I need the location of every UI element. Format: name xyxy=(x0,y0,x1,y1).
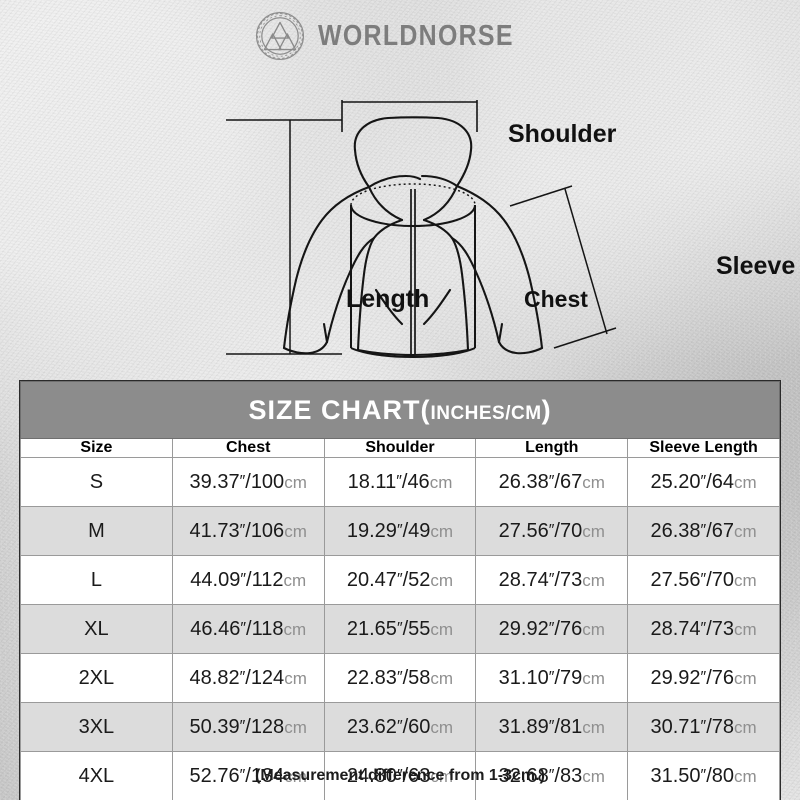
cell-size: 3XL xyxy=(20,702,173,752)
cell-chest: 41.73″/106cm xyxy=(171,506,325,556)
table-title-main: SIZE CHART( xyxy=(248,394,431,425)
cell-sleeve-length: 31.50″/80cm xyxy=(627,751,780,800)
cell-sleeve-length: 25.20″/64cm xyxy=(627,457,780,507)
table-header-row: Size Chest Shoulder Length Sleeve Length xyxy=(20,438,780,458)
table-title: SIZE CHART(INCHES/CM) xyxy=(20,381,780,439)
cell-sleeve-length: 29.92″/76cm xyxy=(627,653,780,703)
cell-length: 27.56″/70cm xyxy=(475,506,629,556)
cell-length: 29.92″/76cm xyxy=(475,604,629,654)
table-row: L 44.09″/112cm 20.47″/52cm 28.74″/73cm 27.56… xyxy=(20,555,780,605)
cell-length: 31.89″/81cm xyxy=(475,702,629,752)
column-header-chest: Chest xyxy=(171,438,325,458)
table-row: M 41.73″/106cm 19.29″/49cm 27.56″/70cm 26.38… xyxy=(20,506,780,556)
table-row: 3XL 50.39″/128cm 23.62″/60cm 31.89″/81cm 30.… xyxy=(20,702,780,752)
cell-sleeve-length: 28.74″/73cm xyxy=(627,604,780,654)
cell-sleeve-length: 26.38″/67cm xyxy=(627,506,780,556)
table-row: XL 46.46″/118cm 21.65″/55cm 29.92″/76cm 28.7… xyxy=(20,604,780,654)
cell-chest: 50.39″/128cm xyxy=(171,702,325,752)
zip-hoodie-outline-icon xyxy=(226,100,617,359)
table-title-row: SIZE CHART(INCHES/CM) xyxy=(20,381,780,439)
table-title-close: ) xyxy=(541,394,552,425)
cell-size: 2XL xyxy=(20,653,173,703)
measurement-note: (Measurement difference from 1-3cm.) xyxy=(255,767,545,784)
cell-size: M xyxy=(20,506,173,556)
column-header-size: Size xyxy=(20,438,173,458)
column-header-length: Length xyxy=(475,438,629,458)
table-row: 4XL 52.76″/134cm 24.80″/63cm 32.68″/83cm 31.… xyxy=(20,751,780,800)
brand-name: WORLDNORSE xyxy=(318,19,514,52)
dimension-label-shoulder: Shoulder xyxy=(508,120,617,148)
table-title-unit: INCHES/CM xyxy=(430,402,542,424)
cell-size: L xyxy=(20,555,173,605)
column-header-shoulder: Shoulder xyxy=(323,438,477,458)
dimension-label-length: Length xyxy=(346,285,430,313)
cell-shoulder: 20.47″/52cm xyxy=(323,555,477,605)
cell-chest: 46.46″/118cm xyxy=(171,604,325,654)
cell-shoulder: 21.65″/55cm xyxy=(323,604,477,654)
dimension-label-chest: Chest xyxy=(524,286,588,312)
cell-size: XL xyxy=(20,604,173,654)
cell-length: 31.10″/79cm xyxy=(475,653,629,703)
cell-chest: 52.76″/134cm xyxy=(171,751,325,800)
table-row: 2XL 48.82″/124cm 22.83″/58cm 31.10″/79cm 29.… xyxy=(20,653,780,703)
cell-chest: 39.37″/100cm xyxy=(171,457,325,507)
cell-length: 26.38″/67cm xyxy=(475,457,629,507)
size-chart-table: SIZE CHART(INCHES/CM) Size Chest Shoulde… xyxy=(20,381,780,800)
table-body: S 39.37″/100cm 18.11″/46cm 26.38″/67cm 25.20… xyxy=(20,457,780,800)
cell-size: S xyxy=(20,457,173,507)
garment-measurement-diagram: Shoulder Length Chest Sleeve Length xyxy=(150,58,800,378)
cell-shoulder: 19.29″/49cm xyxy=(323,506,477,556)
cell-shoulder: 22.83″/58cm xyxy=(323,653,477,703)
cell-shoulder: 18.11″/46cm xyxy=(323,457,477,507)
cell-chest: 48.82″/124cm xyxy=(171,653,325,703)
column-header-sleeve-length: Sleeve Length xyxy=(627,438,780,458)
cell-shoulder: 23.62″/60cm xyxy=(323,702,477,752)
cell-sleeve-length: 30.71″/78cm xyxy=(627,702,780,752)
dimension-label-sleeve-length: Sleeve Length xyxy=(716,252,800,280)
brand-header: WORLDNORSE xyxy=(0,8,800,64)
cell-chest: 44.09″/112cm xyxy=(171,555,325,605)
cell-length: 32.68″/83cm xyxy=(475,751,629,800)
cell-sleeve-length: 27.56″/70cm xyxy=(627,555,780,605)
cell-length: 28.74″/73cm xyxy=(475,555,629,605)
valknut-knotwork-icon xyxy=(254,10,306,62)
cell-shoulder: 24.80″/63cm xyxy=(323,751,477,800)
table-row: S 39.37″/100cm 18.11″/46cm 26.38″/67cm 25.20… xyxy=(20,457,780,507)
